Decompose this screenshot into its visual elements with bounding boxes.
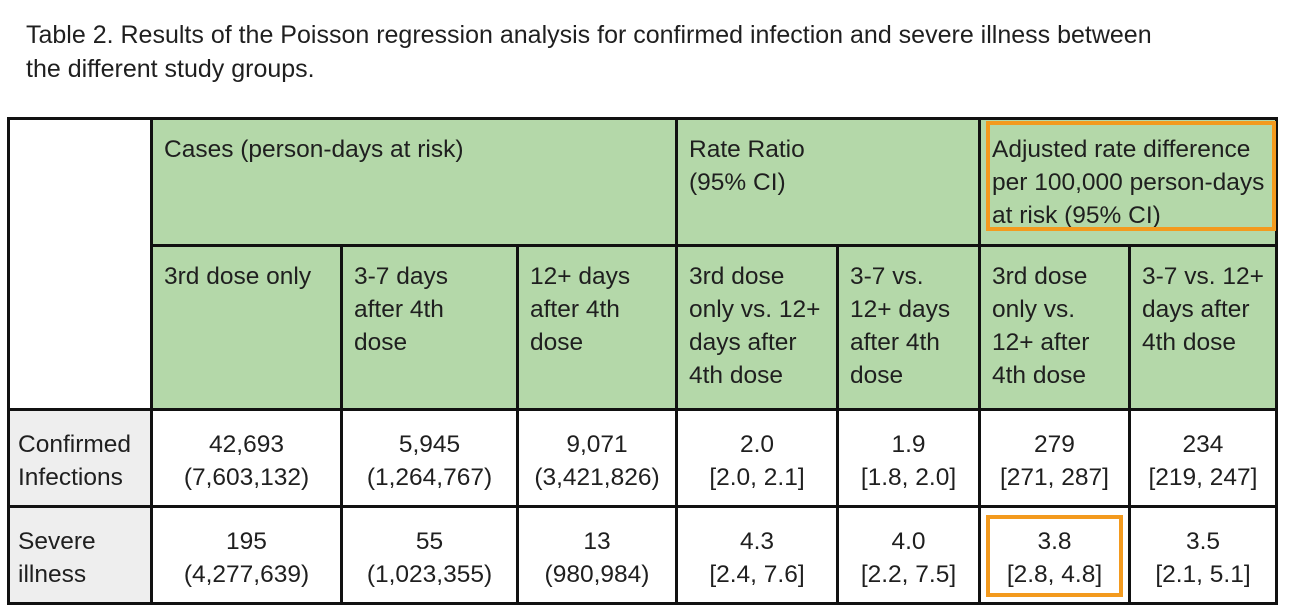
header-row: Cases (person-days at risk) Rate Ratio (…: [7, 117, 1278, 411]
subheader-line: after 4th: [850, 329, 940, 356]
subheader-rr-3rd-vs-12: 3rd dose only vs. 12+ days after 4th dos…: [675, 244, 839, 411]
cell-interval: (3,421,826): [534, 464, 660, 491]
header-adjusted-rate-difference: Adjusted rate difference per 100,000 per…: [978, 117, 1278, 247]
cell-value: 2.0: [739, 431, 775, 458]
header-rate-ratio: Rate Ratio (95% CI): [675, 117, 981, 247]
row-label-confirmed-infections: Confirmed Infections: [7, 408, 153, 508]
subheader-ard-3rd-vs-12: 3rd dose only vs. 12+ after 4th dose: [978, 244, 1131, 411]
data-cell: 9,071 (3,421,826): [516, 408, 678, 508]
subheader-line: 3-7 days: [354, 263, 448, 290]
cell-value: 279: [1034, 431, 1075, 458]
subheader-ard-3-7-vs-12: 3-7 vs. 12+ days after 4th dose: [1128, 244, 1278, 411]
cell-interval: (1,264,767): [366, 464, 493, 491]
subheader-row: 3rd dose only 3-7 days after 4th dose 12…: [9, 244, 1278, 411]
row-label-severe-illness: Severe illness: [7, 505, 153, 605]
subheader-line: after 4th: [354, 296, 444, 323]
subheader-line: days after: [689, 329, 797, 356]
cell-value: 5,945: [398, 431, 461, 458]
data-cell: 4.0 [2.2, 7.5]: [836, 505, 981, 605]
subheader-12-plus-days: 12+ days after 4th dose: [516, 244, 678, 411]
cell-value: 9,071: [566, 431, 628, 458]
subheader-line: 12+ days: [530, 263, 631, 290]
cell-interval: [219, 247]: [1148, 464, 1258, 491]
subheader-line: dose: [850, 362, 904, 389]
cell-interval: [1.8, 2.0]: [860, 464, 957, 491]
cell-interval: [2.2, 7.5]: [860, 561, 957, 588]
subheader-line: only vs.: [992, 296, 1076, 323]
cell-value: 55: [415, 528, 444, 555]
subheader-line: 4th dose: [689, 362, 783, 389]
subheader-line: 4th dose: [1142, 329, 1236, 356]
cell-interval: [2.0, 2.1]: [709, 464, 805, 491]
data-cell: 13 (980,984): [516, 505, 678, 605]
cell-interval: (1,023,355): [366, 561, 493, 588]
cell-value: 4.0: [891, 528, 926, 555]
subheader-line: 3-7 vs.: [850, 263, 924, 290]
cell-interval: [2.8, 4.8]: [1006, 561, 1103, 588]
table-caption: Table 2. Results of the Poisson regressi…: [26, 18, 1246, 86]
cell-interval: (7,603,132): [183, 464, 310, 491]
data-cell: 279 [271, 287]: [978, 408, 1131, 508]
data-cell: 1.9 [1.8, 2.0]: [836, 408, 981, 508]
subheader-line: 12+ after: [992, 329, 1090, 356]
subheader-line: after 4th: [530, 296, 620, 323]
cell-interval: (980,984): [544, 561, 650, 588]
data-cell: 2.0 [2.0, 2.1]: [675, 408, 839, 508]
header-adjusted-line: at risk (95% CI): [992, 202, 1161, 229]
subheader-line: only vs. 12+: [689, 296, 821, 323]
header-adjusted-line: per 100,000 person-days: [992, 169, 1265, 196]
subheader-line: 4th dose: [992, 362, 1086, 389]
data-cell: 55 (1,023,355): [340, 505, 519, 605]
data-cell: 4.3 [2.4, 7.6]: [675, 505, 839, 605]
cell-interval: (4,277,639): [183, 561, 310, 588]
data-cell: 3.5 [2.1, 5.1]: [1128, 505, 1278, 605]
subheader-line: 3rd dose only: [164, 263, 312, 290]
header-rate-ratio-line: (95% CI): [689, 169, 786, 196]
cell-interval: [271, 287]: [1000, 464, 1109, 491]
row-label-line: Severe: [18, 528, 96, 555]
cell-value: 42,693: [209, 431, 284, 458]
cell-value: 13: [583, 528, 611, 555]
caption-line-1: Table 2. Results of the Poisson regressi…: [26, 21, 1152, 49]
subheader-line: dose: [530, 329, 584, 356]
data-cell: 3.8 [2.8, 4.8]: [978, 505, 1131, 605]
results-table: Cases (person-days at risk) Rate Ratio (…: [7, 117, 1278, 605]
subheader-line: 12+ days: [850, 296, 951, 323]
table-row-severe-illness: Severe illness 195 (4,277,639) 55 (1,023,3…: [7, 505, 1278, 605]
cell-interval: [2.1, 5.1]: [1155, 561, 1251, 588]
subheader-line: dose: [354, 329, 408, 356]
data-cell: 195 (4,277,639): [150, 505, 343, 605]
header-cases: Cases (person-days at risk): [150, 117, 678, 247]
header-rate-ratio-line: Rate Ratio: [689, 136, 805, 163]
data-cell: 234 [219, 247]: [1128, 408, 1278, 508]
cell-value: 195: [226, 528, 267, 555]
cell-interval: [2.4, 7.6]: [709, 561, 805, 588]
data-cell: 42,693 (7,603,132): [150, 408, 343, 508]
caption-line-2: the different study groups.: [26, 55, 315, 83]
subheader-line: 3rd dose: [992, 263, 1088, 290]
header-cases-label: Cases (person-days at risk): [164, 136, 464, 163]
table-row-confirmed-infections: Confirmed Infections 42,693 (7,603,132) 5…: [7, 408, 1278, 508]
cell-value: 3.5: [1185, 528, 1221, 555]
subheader-line: days after: [1142, 296, 1250, 323]
subheader-3-7-days: 3-7 days after 4th dose: [340, 244, 519, 411]
data-cell: 5,945 (1,264,767): [340, 408, 519, 508]
subheader-3rd-dose-only: 3rd dose only: [150, 244, 343, 411]
empty-corner-cell: [7, 117, 153, 411]
row-label-line: illness: [18, 561, 87, 588]
subheader-line: 3-7 vs. 12+: [1142, 263, 1264, 290]
cell-value: 234: [1182, 431, 1224, 458]
row-label-line: Infections: [18, 464, 123, 491]
header-adjusted-line: Adjusted rate difference: [992, 136, 1251, 163]
cell-value: 3.8: [1037, 528, 1072, 555]
cell-value: 1.9: [891, 431, 926, 458]
subheader-rr-3-7-vs-12: 3-7 vs. 12+ days after 4th dose: [836, 244, 981, 411]
row-label-line: Confirmed: [18, 431, 132, 458]
cell-value: 4.3: [739, 528, 775, 555]
subheader-line: 3rd dose: [689, 263, 785, 290]
